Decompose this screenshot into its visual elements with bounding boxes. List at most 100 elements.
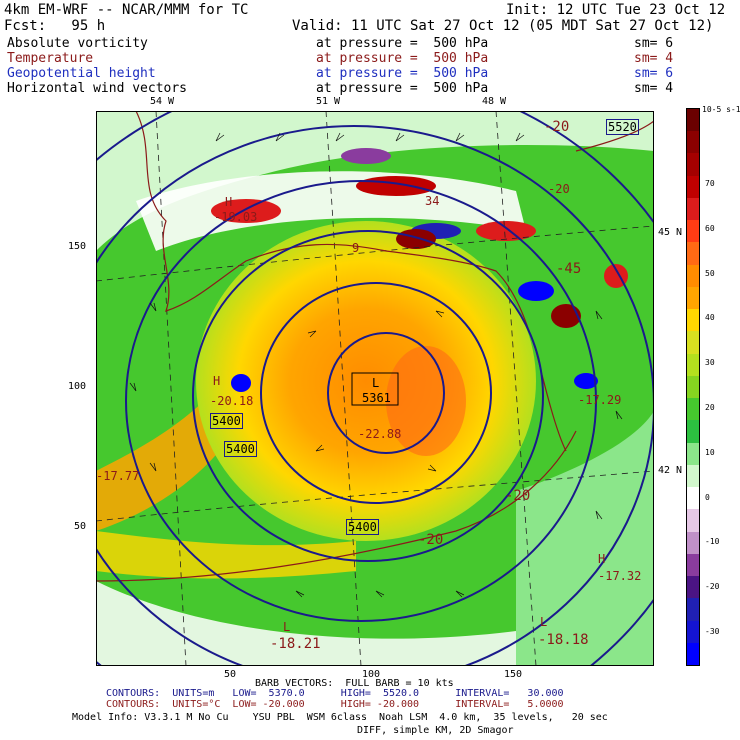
lat-lon-grid	[96, 111, 654, 666]
legend-tick-label: 60	[705, 223, 715, 233]
top-axis-label-51w: 51 W	[316, 96, 341, 107]
temp-label-ne2: -20	[548, 182, 570, 196]
bottom-axis-label-150: 150	[504, 669, 523, 680]
temp-label-north2: 34	[425, 194, 440, 208]
contours-height: CONTOURS: UNITS=m LOW= 5370.0 HIGH= 5520…	[106, 688, 564, 699]
height-label-5520: 5520	[606, 119, 639, 135]
low-center-box	[351, 372, 399, 406]
legend-swatch	[687, 398, 699, 421]
top-axis-label-48w: 48 W	[482, 96, 507, 107]
contours-temperature: CONTOURS: UNITS=°C LOW= -20.000 HIGH= -2…	[106, 699, 564, 710]
init-time: Init: 12 UTC Tue 23 Oct 12	[506, 2, 726, 18]
temp-label-se: -20	[505, 488, 531, 504]
low-center-marker: L	[372, 376, 380, 390]
valid-time: Valid: 11 UTC Sat 27 Oct 12 (05 MDT Sat …	[292, 18, 714, 34]
legend-tick-label: -30	[705, 627, 720, 636]
legend-swatch	[687, 131, 699, 154]
field-pressure-temperature: at pressure = 500 hPa	[316, 51, 489, 66]
temp-label-bottom-right: -18.18	[538, 632, 589, 648]
yellow-band-south	[96, 531, 356, 579]
height-label-5400-southwest: 5400	[224, 441, 257, 457]
forecast-hour: Fcst: 95 h	[4, 18, 106, 34]
high-marker-se: H	[598, 552, 606, 566]
legend-swatch	[687, 264, 699, 288]
bottom-axis-label-100: 100	[362, 669, 381, 680]
field-pressure-geopotential: at pressure = 500 hPa	[316, 66, 489, 81]
temp-label-north: -19.03	[214, 210, 258, 224]
legend-swatch	[687, 420, 699, 444]
map-frame	[96, 111, 654, 666]
temp-label-west: -17.77	[96, 469, 140, 483]
light-green-southeast	[516, 411, 654, 666]
model-info-2: DIFF, simple KM, 2D Smagor	[357, 725, 514, 736]
vorticity-blob	[518, 281, 554, 301]
right-axis-label-45n: 45 N	[658, 227, 683, 238]
legend-swatch	[687, 286, 699, 310]
model-info: Model Info: V3.3.1 M No Cu YSU PBL WSM 6…	[72, 712, 608, 723]
legend-swatch	[687, 375, 699, 399]
model-title: 4km EM-WRF -- NCAR/MMM for TC	[4, 2, 249, 18]
field-name-wind: Horizontal wind vectors	[7, 81, 188, 96]
temperature-contours	[96, 120, 654, 582]
left-axis-label-150: 150	[68, 241, 87, 252]
temp-label-west2: -20.18	[210, 394, 254, 408]
field-sm-temperature: sm= 4	[634, 51, 674, 66]
legend-swatch	[687, 109, 699, 132]
high-marker-west: H	[213, 374, 221, 388]
legend-tick-label: 10	[705, 447, 715, 457]
legend-swatch	[687, 642, 699, 666]
vorticity-blob	[574, 373, 598, 389]
legend-swatch	[687, 220, 699, 243]
legend-tick-label: 70	[705, 179, 715, 188]
field-pressure-vorticity: at pressure = 500 hPa	[316, 36, 489, 51]
bottom-axis-label-50: 50	[224, 669, 237, 680]
temp-label-ne: -20	[544, 119, 570, 135]
vorticity-blob	[341, 148, 391, 164]
color-legend	[686, 108, 700, 666]
barb-vectors-note: BARB VECTORS: FULL BARB = 10 kts	[255, 678, 454, 689]
field-sm-vorticity: sm= 6	[634, 36, 674, 51]
temp-label-center: -22.88	[358, 427, 402, 441]
orange-band-west	[96, 351, 246, 531]
vorticity-blob	[211, 199, 281, 223]
temp-label-south: -20	[418, 532, 444, 548]
temp-label-north3: 9	[352, 241, 360, 255]
legend-tick-label: 0	[705, 492, 710, 502]
high-marker-north: H	[225, 195, 233, 209]
legend-swatch	[687, 464, 699, 488]
temp-label-east2: -17.29	[578, 393, 622, 407]
field-sm-wind: sm= 4	[634, 81, 674, 96]
legend-swatch	[687, 309, 699, 332]
low-marker-se: L	[540, 615, 548, 629]
vorticity-blob	[231, 374, 251, 392]
low-marker-sw: L	[283, 620, 291, 634]
legend-swatch	[687, 553, 699, 577]
legend-swatch	[687, 576, 699, 599]
legend-swatch	[687, 598, 699, 621]
left-axis-label-50: 50	[74, 521, 87, 532]
wind-barbs	[129, 132, 623, 598]
legend-swatch	[687, 620, 699, 644]
temp-label-far-se: -17.32	[598, 569, 642, 583]
vorticity-blob	[476, 221, 536, 241]
geopotential-contours	[96, 111, 654, 666]
field-sm-geopotential: sm= 6	[634, 66, 674, 81]
white-band-south	[96, 581, 516, 666]
temp-label-sw: -18.21	[270, 636, 321, 652]
legend-tick-label: 50	[705, 268, 715, 278]
legend-swatch	[687, 153, 699, 177]
legend-tick-label: -20	[705, 582, 720, 592]
legend-tick-label: 40	[705, 313, 715, 323]
temp-label-east: -45	[556, 261, 582, 277]
legend-swatch	[687, 175, 699, 199]
field-name-vorticity: Absolute vorticity	[7, 36, 148, 51]
legend-swatch	[687, 331, 699, 355]
legend-swatch	[687, 509, 699, 533]
height-label-5400-south: 5400	[346, 519, 379, 535]
legend-swatch	[687, 242, 699, 266]
legend-unit: 10-5 s-1	[702, 105, 740, 114]
field-name-geopotential: Geopotential height	[7, 66, 156, 81]
legend-swatch	[687, 353, 699, 377]
top-axis-label-54w: 54 W	[150, 96, 175, 107]
right-axis-label-42n: 42 N	[658, 465, 683, 476]
